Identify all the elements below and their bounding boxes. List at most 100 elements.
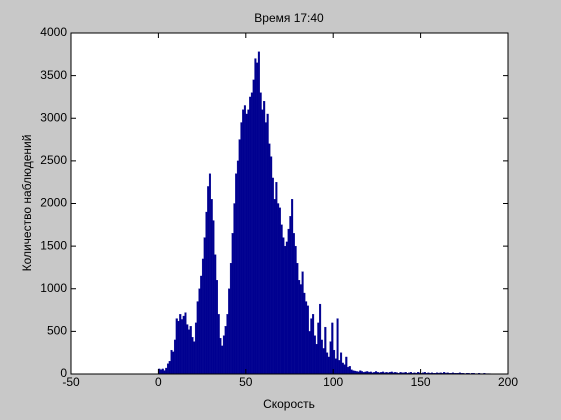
bar	[350, 369, 353, 375]
bar	[256, 62, 259, 375]
bar	[271, 177, 274, 375]
bar	[250, 92, 253, 375]
bar	[242, 109, 245, 375]
bar	[247, 109, 250, 375]
bar	[191, 337, 194, 375]
bar	[226, 314, 229, 375]
bar	[312, 314, 315, 375]
bar	[221, 345, 224, 375]
bar	[180, 319, 184, 375]
bar	[336, 318, 339, 375]
bar	[268, 143, 271, 375]
bar	[193, 341, 196, 375]
bar	[291, 199, 294, 375]
bar	[236, 160, 239, 375]
bar	[292, 233, 295, 375]
bar	[184, 312, 187, 375]
bar	[203, 237, 206, 375]
bar	[306, 305, 309, 375]
bar	[196, 301, 199, 375]
bar	[296, 263, 299, 375]
y-axis-label: Количество наблюдений	[20, 135, 34, 272]
x-axis-label: Скорость	[263, 397, 315, 411]
bar	[285, 241, 288, 375]
y-tick-label: 500	[47, 324, 67, 338]
y-tick-label: 3500	[40, 68, 67, 82]
bar	[315, 344, 318, 375]
x-tick-label: 100	[323, 375, 343, 389]
y-tick-label: 4000	[40, 25, 67, 39]
bar	[235, 173, 238, 375]
bar	[177, 320, 180, 375]
bar	[340, 352, 343, 375]
bar	[299, 284, 302, 375]
bar	[308, 331, 311, 375]
bar	[182, 315, 185, 375]
bar	[278, 207, 281, 375]
bar	[301, 271, 304, 375]
bar	[189, 326, 192, 375]
bar	[264, 122, 267, 375]
bar	[282, 237, 285, 375]
bar	[165, 367, 168, 375]
bar	[322, 348, 325, 375]
y-tick-label: 2000	[40, 196, 67, 210]
bar	[215, 280, 218, 375]
bar	[257, 51, 260, 375]
bar	[219, 338, 222, 375]
bar	[329, 341, 332, 375]
bar	[161, 368, 164, 375]
bar	[298, 280, 301, 375]
bar	[313, 335, 316, 375]
bar	[194, 322, 198, 375]
bar	[243, 105, 246, 375]
bar	[168, 361, 171, 375]
bar	[228, 288, 231, 375]
bar	[229, 263, 232, 375]
bar	[343, 364, 346, 375]
bar	[331, 322, 334, 375]
bar	[200, 275, 203, 375]
bar	[266, 113, 269, 375]
bar	[320, 339, 323, 375]
bar	[294, 245, 297, 375]
bar	[175, 318, 178, 375]
bar	[273, 199, 276, 375]
bar	[338, 360, 341, 375]
bar	[238, 139, 241, 375]
bar	[214, 254, 217, 375]
bar	[341, 362, 344, 375]
bar	[254, 58, 257, 375]
bar	[233, 203, 236, 375]
bar	[231, 233, 234, 375]
bar	[222, 335, 225, 375]
bar	[252, 79, 255, 375]
bar	[334, 358, 337, 375]
bar	[205, 211, 208, 375]
bar	[263, 101, 266, 375]
bar	[270, 156, 273, 375]
bar	[187, 329, 191, 375]
bar	[347, 367, 350, 375]
bar	[287, 228, 290, 375]
bar	[348, 366, 351, 375]
bar	[173, 339, 177, 375]
bar	[327, 356, 330, 375]
bar	[249, 96, 252, 375]
bar	[305, 301, 308, 375]
chart-title: Время 17:40	[254, 11, 324, 25]
x-tick-label: 0	[155, 375, 162, 389]
bar	[245, 113, 248, 375]
bar	[179, 314, 182, 375]
bar	[317, 322, 320, 375]
bar	[310, 318, 313, 375]
x-tick-label: 150	[411, 375, 431, 389]
bar	[261, 109, 264, 375]
y-tick-label: 0	[60, 366, 67, 380]
bar	[217, 314, 220, 375]
bar	[352, 370, 355, 375]
bar	[277, 203, 280, 375]
bar	[210, 199, 213, 375]
bar	[284, 245, 287, 375]
